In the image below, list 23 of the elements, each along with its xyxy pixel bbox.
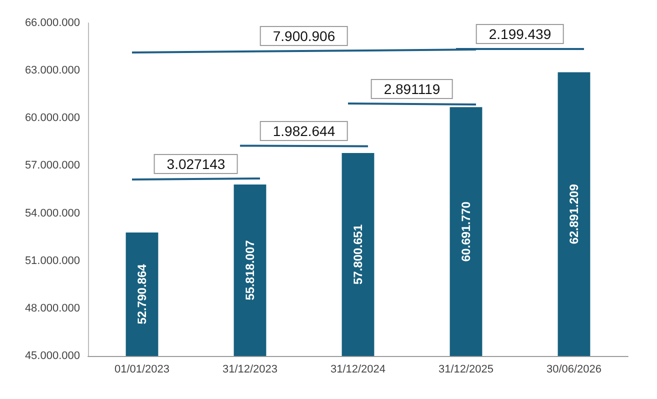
y-tick-label: 60.000.000 [24, 112, 80, 124]
data-label: 57.800.651 [351, 224, 365, 285]
y-tick-label: 51.000.000 [24, 254, 80, 267]
annotation: 1.982.644 [260, 121, 348, 141]
x-tick-label: 31/12/2024 [330, 364, 386, 376]
data-label: 62.891.209 [567, 184, 581, 244]
x-tick-label: 01/01/2023 [114, 364, 170, 376]
annotation: 3.027143 [154, 154, 238, 174]
data-label: 60.691.770 [459, 201, 473, 262]
y-tick-label: 45.000.000 [24, 350, 80, 362]
x-tick-label: 30/06/2026 [546, 364, 602, 376]
y-tick-label: 66.000.000 [24, 17, 80, 29]
annotation: 7.900.906 [260, 26, 348, 46]
y-tick-label: 54.000.000 [24, 207, 80, 220]
data-label: 55.818.007 [243, 240, 257, 300]
x-tick-label: 31/12/2025 [438, 364, 494, 376]
y-tick-label: 48.000.000 [24, 302, 80, 314]
y-tick-label: 63.000.000 [24, 64, 80, 77]
x-tick-label: 31/12/2023 [222, 364, 278, 376]
y-tick-label: 57.000.000 [24, 160, 80, 172]
annotation: 2.199.439 [476, 24, 564, 44]
annotation: 2.891119 [370, 79, 454, 99]
data-label: 52.790.864 [135, 264, 149, 324]
